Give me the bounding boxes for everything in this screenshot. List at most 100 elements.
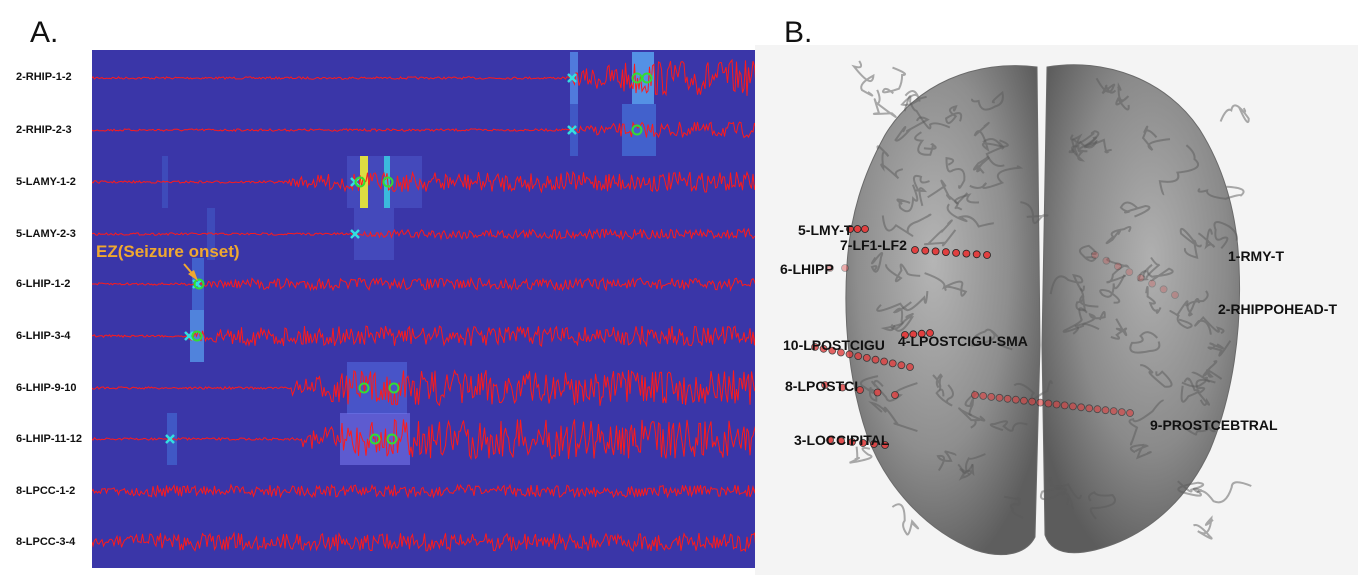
- electrode-contact: [911, 246, 919, 254]
- onset-markers: [165, 72, 653, 445]
- sulcus: [1105, 225, 1132, 245]
- electrode-contact: [871, 355, 880, 364]
- electrode-contact: [826, 264, 834, 272]
- electrode-contact: [853, 225, 862, 233]
- electrode-contact: [1085, 404, 1094, 413]
- electrode-contact: [862, 353, 871, 362]
- sulcus: [1219, 104, 1250, 124]
- sulcus: [1197, 185, 1245, 200]
- sulcus: [923, 219, 957, 247]
- sulcus: [1128, 399, 1165, 446]
- electrode-contact: [826, 436, 834, 444]
- electrode-contact: [1126, 409, 1134, 417]
- sulcus: [924, 272, 968, 297]
- onset-x-marker: [350, 229, 360, 239]
- sulcus: [935, 384, 955, 407]
- channel-label: 5-LAMY-2-3: [16, 228, 76, 240]
- sulcus: [914, 131, 937, 156]
- sulcus: [1181, 371, 1211, 388]
- sulcus: [1194, 316, 1225, 335]
- electrode-contact: [1117, 408, 1126, 417]
- sulcus: [890, 312, 915, 332]
- sulcus: [891, 503, 920, 536]
- electrode-contact: [1125, 268, 1134, 277]
- sulcus: [1071, 140, 1097, 162]
- eeg-trace: [92, 531, 768, 553]
- electrode-contact: [1068, 402, 1077, 411]
- electrode-label: 7-LF1-LF2: [840, 237, 907, 253]
- electrode-contact: [881, 441, 889, 449]
- sulcus: [1072, 311, 1106, 335]
- sulcus: [1020, 201, 1049, 225]
- electrode-contact: [962, 249, 971, 258]
- sulcus: [1129, 443, 1152, 460]
- channel-label-column: 2-RHIP-1-2 2-RHIP-2-3 5-LAMY-1-2 5-LAMY-…: [0, 50, 92, 568]
- sulcus: [870, 252, 884, 273]
- electrode-contact: [861, 225, 869, 233]
- sulcus: [945, 105, 963, 125]
- electrode-contact: [819, 344, 828, 353]
- electrode-contact: [870, 440, 878, 448]
- electrode-contact: [856, 386, 864, 394]
- spread-o-marker: [388, 382, 400, 394]
- electrode-label: 6-LHIPP: [780, 261, 834, 277]
- electrode-contact: [931, 247, 940, 256]
- panel-b-label: B.: [784, 16, 813, 49]
- electrode-contact: [921, 246, 930, 255]
- eeg-trace: [92, 369, 768, 407]
- electrode-contact: [1036, 398, 1045, 407]
- electrode-label: 8-LPOSTCI: [785, 378, 859, 394]
- sulcus: [885, 263, 921, 283]
- electrode-contact: [1028, 397, 1037, 406]
- sulcus: [936, 450, 957, 472]
- sulcus: [1115, 82, 1130, 111]
- eeg-heatmap-panel: [92, 50, 768, 568]
- spread-o-marker: [358, 382, 370, 394]
- sulcus: [1177, 480, 1205, 497]
- onset-x-marker: [567, 125, 577, 135]
- electrode-contact: [1011, 395, 1020, 404]
- sulcus: [882, 66, 906, 95]
- electrode-label: 4-LPOSTCIGU-SMA: [898, 333, 1028, 349]
- electrode-contact: [1019, 396, 1028, 405]
- channel-label: 2-RHIP-2-3: [16, 124, 72, 136]
- spread-o-marker: [354, 176, 366, 188]
- sulcus: [1039, 487, 1075, 510]
- sulcus: [969, 165, 1024, 189]
- sulcus: [1197, 228, 1216, 250]
- electrode-contact: [1003, 394, 1012, 403]
- sulcus: [946, 203, 994, 228]
- sulcus: [896, 184, 919, 213]
- panel-a-label: A.: [30, 16, 59, 49]
- electrode-contact: [848, 438, 856, 446]
- sulcus: [1202, 360, 1223, 380]
- electrode-contact: [811, 343, 819, 351]
- electrode-contact: [897, 361, 906, 370]
- onset-x-marker: [184, 331, 194, 341]
- sulcus: [1095, 77, 1117, 95]
- heatmap-cell: [207, 208, 215, 260]
- channel-label: 5-LAMY-1-2: [16, 176, 76, 188]
- eeg-trace: [92, 170, 768, 194]
- eeg-trace: [92, 121, 768, 139]
- heatmap-cell: [570, 104, 578, 156]
- electrode-contact: [828, 346, 837, 355]
- brain-render: [755, 45, 1358, 575]
- sulcus: [973, 156, 991, 174]
- electrode-contact: [821, 381, 829, 389]
- sulcus: [1087, 491, 1117, 520]
- electrode-contact: [1101, 406, 1110, 415]
- electrode-contact: [854, 352, 863, 361]
- sulcus: [945, 156, 966, 189]
- sulcus: [1137, 256, 1161, 282]
- electrode-contact: [1136, 273, 1145, 282]
- eeg-trace: [92, 483, 768, 499]
- heatmap-cell: [622, 104, 656, 156]
- electrode-contact: [845, 350, 854, 359]
- electrode-contact: [987, 392, 996, 401]
- eeg-trace: [92, 58, 768, 97]
- electrode-contact: [846, 225, 854, 233]
- electrode-contact: [971, 391, 979, 399]
- channel-label: 6-LHIP-9-10: [16, 382, 77, 394]
- sulcus: [1145, 286, 1162, 314]
